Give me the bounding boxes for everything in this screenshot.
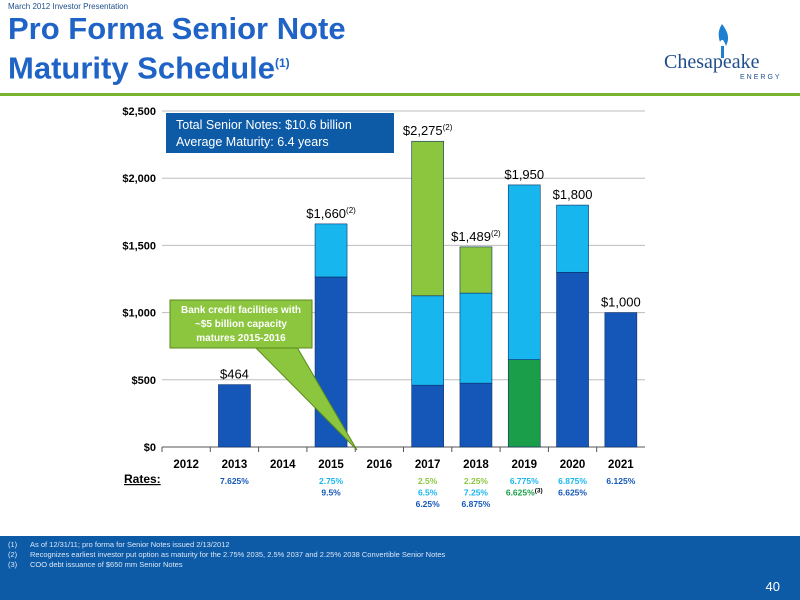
bar-segment <box>459 246 493 294</box>
bar-segment <box>218 384 251 448</box>
callout-box <box>169 299 313 349</box>
footnotes: (1) As of 12/31/11; pro forma for Senior … <box>8 540 445 570</box>
x-tick-label: 2019 <box>511 459 537 471</box>
bar-segment <box>411 140 444 297</box>
summary-box: Total Senior Notes: $10.6 billion Averag… <box>166 113 394 153</box>
flame-icon <box>718 24 729 46</box>
rate-label: 6.125% <box>606 476 635 486</box>
bar-segment <box>556 204 589 273</box>
page-number: 40 <box>765 579 780 594</box>
bar-total-label: $464 <box>220 367 249 382</box>
x-tick-label: 2013 <box>222 459 248 471</box>
rate-label: 6.875% <box>558 476 587 486</box>
x-tick-label: 2012 <box>173 459 199 471</box>
x-tick-label: 2021 <box>608 459 634 471</box>
rate-label: 2.75% <box>319 476 344 486</box>
footnote-row: (1) As of 12/31/11; pro forma for Senior … <box>8 540 445 550</box>
rate-label: 6.875% <box>462 499 491 509</box>
summary-total: Total Senior Notes: $10.6 billion <box>176 118 352 132</box>
chart-labels: $0 $500 $1,000 $1,500 $2,000 $2,500 2012 2013 $4… <box>122 106 640 509</box>
rate-label: 2.5% <box>418 476 438 486</box>
title-footnote-marker: (1) <box>275 56 290 70</box>
logo-tower-icon <box>721 46 724 58</box>
rates-label: Rates: <box>124 472 161 486</box>
rate-footnote-marker: (3) <box>535 488 543 495</box>
logo-subtitle: ENERGY <box>740 74 782 81</box>
summary-average: Average Maturity: 6.4 years <box>176 135 329 149</box>
y-tick-label: $500 <box>132 375 156 387</box>
total-footnote-marker: (2) <box>346 206 356 215</box>
x-tick-label: 2015 <box>318 459 344 471</box>
bar-segment <box>604 312 638 448</box>
y-tick-label: $2,000 <box>122 173 156 185</box>
y-tick-label: $1,000 <box>122 308 156 320</box>
maturity-chart: $0 $500 $1,000 $1,500 $2,000 $2,500 2012 2013 $4… <box>122 106 645 509</box>
bar-segment <box>314 223 348 278</box>
bar-segment <box>411 384 444 448</box>
total-footnote-marker: (2) <box>443 123 453 132</box>
y-tick-label: $0 <box>144 442 156 454</box>
footnote-number: (2) <box>8 550 18 559</box>
footnote-number: (1) <box>8 540 18 549</box>
bar-total-label: $1,000 <box>601 295 641 310</box>
x-tick-label: 2017 <box>415 459 441 471</box>
bar-total-label: $1,800 <box>553 187 593 202</box>
rate-label: 7.625% <box>220 476 249 486</box>
callout: Bank credit facilities with ~$5 billion … <box>169 299 358 451</box>
logo-wordmark: Chesapeake <box>664 51 760 73</box>
footnote-number: (3) <box>8 560 18 569</box>
total-footnote-marker: (2) <box>491 229 501 238</box>
bar-segment <box>459 382 493 448</box>
title-line-2: Maturity Schedule <box>8 50 275 86</box>
rate-label: 7.25% <box>464 488 489 498</box>
x-tick-label: 2014 <box>270 459 296 471</box>
callout-line-3: matures 2015-2016 <box>196 333 286 344</box>
bar-total-label: $1,950 <box>504 167 544 182</box>
company-logo: Chesapeake ENERGY <box>664 24 782 81</box>
bar-total-label: $1,660(2) <box>306 206 356 221</box>
bar-total-label: $2,275(2) <box>403 123 453 138</box>
rate-label: 9.5% <box>321 488 341 498</box>
x-tick-label: 2016 <box>367 459 393 471</box>
y-tick-label: $2,500 <box>122 106 156 118</box>
x-tick-label: 2018 <box>463 459 489 471</box>
rate-label: 6.625%(3) <box>506 488 543 498</box>
footer: (1) As of 12/31/11; pro forma for Senior … <box>0 536 800 600</box>
footnote-text: Recognizes earliest investor put option … <box>30 550 446 559</box>
footnote-row: (3) COO debt issuance of $650 mm Senior N… <box>8 560 445 570</box>
chart-bars <box>218 140 638 448</box>
x-tick-label: 2020 <box>560 459 586 471</box>
callout-line-2: ~$5 billion capacity <box>195 319 287 330</box>
bar-segment <box>459 292 493 384</box>
rate-label: 6.775% <box>510 476 539 486</box>
bar-total-label: $1,489(2) <box>451 229 501 244</box>
bar-segment <box>507 184 541 360</box>
page-title: Pro Forma Senior Note Maturity Schedule(… <box>8 12 346 85</box>
bar-segment <box>556 271 589 448</box>
rate-label: 2.25% <box>464 476 489 486</box>
rate-label: 6.5% <box>418 488 438 498</box>
footnote-row: (2) Recognizes earliest investor put opti… <box>8 550 445 560</box>
y-tick-label: $1,500 <box>122 240 156 252</box>
rate-label: 6.25% <box>416 499 441 509</box>
header-divider <box>0 93 800 96</box>
callout-line-1: Bank credit facilities with <box>181 305 301 316</box>
rate-label: 6.625% <box>558 488 587 498</box>
footnote-text: As of 12/31/11; pro forma for Senior Not… <box>30 540 230 549</box>
bar-segment <box>411 295 444 386</box>
bar-segment <box>507 359 541 448</box>
title-line-1: Pro Forma Senior Note <box>8 11 346 46</box>
footnote-text: COO debt issuance of $650 mm Senior Note… <box>30 560 183 569</box>
presentation-label: March 2012 Investor Presentation <box>8 2 129 11</box>
